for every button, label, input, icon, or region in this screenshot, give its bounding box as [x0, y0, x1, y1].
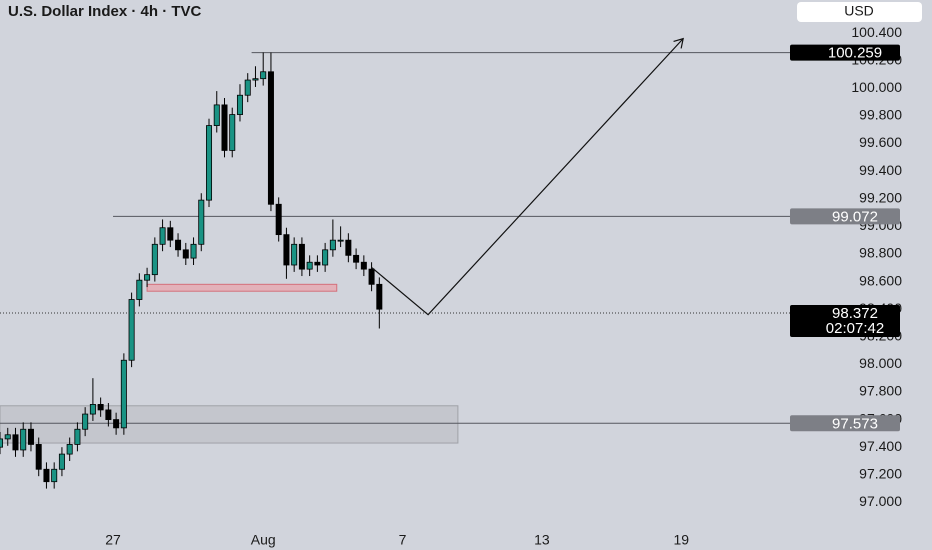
candle-body	[82, 413, 89, 430]
candle-body	[182, 249, 189, 259]
candle-body	[159, 227, 166, 245]
y-tick-label: 100.400	[851, 24, 902, 40]
candle-body	[260, 71, 267, 80]
candle-body	[229, 114, 236, 151]
y-tick-label: 98.000	[859, 355, 902, 371]
candle-body	[329, 239, 336, 251]
candle-body	[175, 239, 182, 251]
zone	[0, 405, 459, 444]
x-tick-label: 7	[399, 532, 407, 548]
price-badge	[790, 305, 900, 338]
price-badge	[790, 415, 900, 432]
y-tick-label: 100.000	[851, 79, 902, 95]
price-badge-label: 97.573	[832, 415, 878, 432]
candle-body	[353, 254, 360, 263]
candle-body	[322, 249, 329, 266]
candle-body	[368, 268, 375, 285]
projection-arrowhead	[673, 37, 684, 49]
x-tick-label: 13	[534, 532, 550, 548]
candle-body	[306, 261, 313, 270]
price-badge-label: 100.259	[828, 45, 882, 62]
candle-body	[151, 243, 158, 276]
y-tick-label: 97.200	[859, 465, 902, 481]
x-tick-label: 19	[673, 532, 689, 548]
candle-body	[144, 274, 151, 281]
candle-body	[252, 78, 259, 81]
y-tick-label: 99.800	[859, 107, 902, 123]
currency-button[interactable]	[797, 2, 922, 22]
y-tick-label: 98.800	[859, 245, 902, 261]
candle-body	[221, 104, 228, 151]
candle-body	[128, 299, 135, 361]
candle-body	[105, 409, 112, 420]
candle-body	[0, 438, 3, 448]
candle-body	[291, 243, 298, 266]
candle-body	[89, 404, 96, 415]
candle-body	[376, 283, 383, 310]
candle-body	[4, 434, 11, 440]
y-tick-label: 97.000	[859, 493, 902, 509]
plot-area	[0, 32, 794, 533]
chart-title: U.S. Dollar Index · 4h · TVC	[8, 3, 202, 20]
candle-body	[236, 94, 243, 115]
candle-body	[43, 468, 50, 483]
x-tick-label: Aug	[251, 532, 276, 548]
y-tick-label: 99.400	[859, 162, 902, 178]
candle-body	[244, 79, 251, 96]
price-badge	[790, 44, 900, 61]
candle-body	[113, 419, 120, 429]
projection-path	[371, 38, 684, 316]
candle-body	[97, 404, 104, 411]
candle-body	[213, 104, 220, 126]
candle-body	[298, 243, 305, 270]
candle-body	[337, 239, 344, 242]
candle-body	[267, 71, 274, 205]
y-tick-label: 98.600	[859, 272, 902, 288]
candle-body	[283, 234, 290, 266]
candle-body	[275, 203, 282, 236]
candle-body	[206, 125, 213, 201]
candle-body	[66, 444, 73, 455]
countdown-label: 02:07:42	[826, 320, 884, 337]
candle-body	[20, 428, 27, 451]
candle-body	[58, 453, 65, 470]
last-price-label: 98.372	[832, 305, 878, 322]
candle-body	[136, 279, 143, 300]
candle-body	[360, 261, 367, 270]
y-tick-label: 97.400	[859, 438, 902, 454]
y-tick-label: 99.600	[859, 134, 902, 150]
candle-body	[35, 444, 42, 470]
y-tick-label: 99.200	[859, 189, 902, 205]
price-badge	[790, 208, 900, 225]
candle-body	[345, 239, 352, 256]
candle-body	[167, 227, 174, 241]
candle-body	[51, 468, 58, 483]
candle-body	[314, 261, 321, 266]
candle-body	[12, 434, 19, 451]
currency-label[interactable]: USD	[844, 3, 874, 19]
x-tick-label: 27	[105, 532, 121, 548]
candle-body	[120, 359, 127, 429]
price-badge-label: 99.072	[832, 208, 878, 225]
candle-body	[190, 243, 197, 259]
y-tick-label: 97.800	[859, 383, 902, 399]
zone	[146, 283, 338, 292]
candle-body	[27, 428, 34, 445]
candle-body	[74, 428, 81, 445]
candle-body	[198, 199, 205, 245]
